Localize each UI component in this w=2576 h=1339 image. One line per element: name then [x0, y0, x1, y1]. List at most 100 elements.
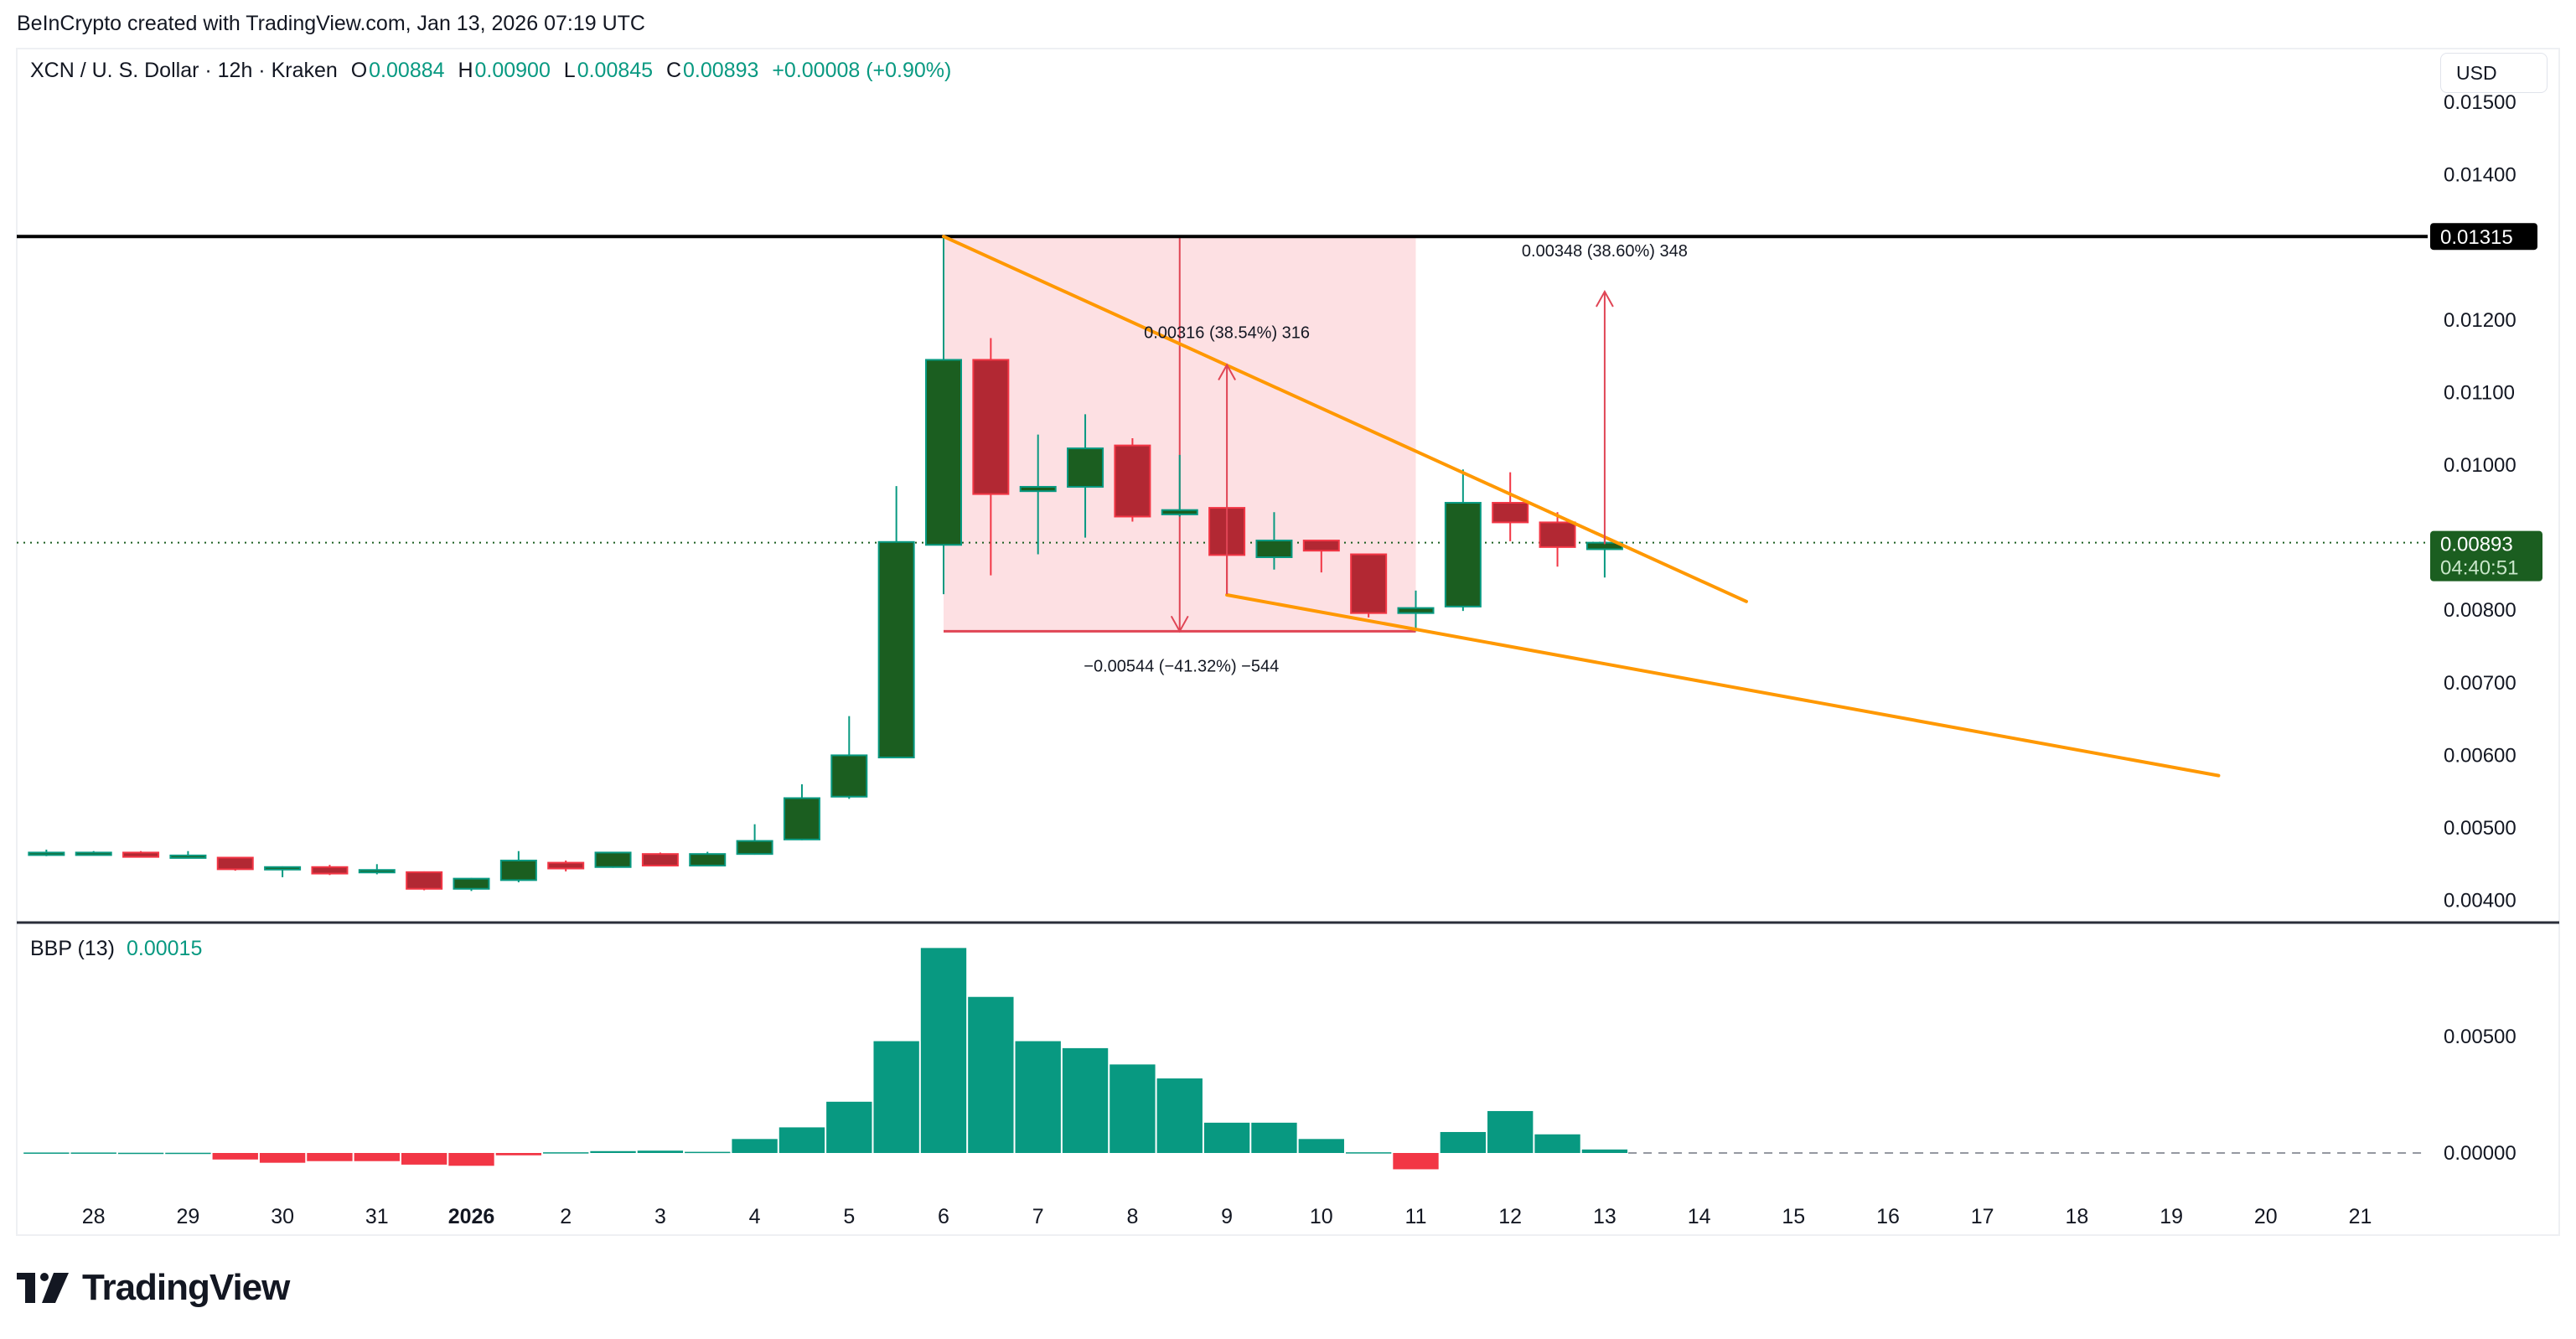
measure-label: 0.00316 (38.54%) 316 [1144, 323, 1310, 342]
candle[interactable] [122, 850, 160, 858]
candle[interactable] [594, 851, 632, 868]
candle[interactable] [1302, 540, 1340, 573]
candle-body [264, 866, 302, 871]
close-value: 0.00893 [683, 59, 759, 82]
price-tick-label: 0.00800 [2444, 599, 2517, 622]
candle-body [28, 851, 65, 856]
chart-frame [16, 48, 2560, 1236]
time-tick-label: 29 [176, 1205, 199, 1228]
trendline[interactable] [942, 235, 1748, 603]
resistance-price-text: 0.01315 [2440, 226, 2513, 249]
price-tick-label: 0.00400 [2444, 890, 2517, 912]
bbp-bar [637, 1150, 684, 1153]
candle[interactable] [406, 871, 443, 891]
candle[interactable] [641, 852, 679, 867]
bbp-bar [212, 1153, 258, 1160]
candle[interactable] [1019, 434, 1057, 555]
candle[interactable] [75, 850, 112, 856]
trendline-layer [942, 235, 2221, 778]
tradingview-logo-icon [17, 1273, 69, 1303]
candle[interactable] [216, 856, 254, 871]
candle[interactable] [311, 865, 349, 876]
candle[interactable] [1397, 590, 1435, 632]
candle[interactable] [925, 236, 962, 595]
candle[interactable] [736, 824, 773, 856]
candle[interactable] [1067, 414, 1104, 538]
time-tick-label: 2026 [448, 1205, 495, 1228]
time-axis: 28 29 30 31 2026 2 3 4 5 6 7 8 9 10 11 12 13 14 15 16 17 18 19… [82, 1205, 2372, 1228]
high-label: H [458, 59, 473, 82]
indicator-legend[interactable]: BBP (13) 0.00015 [30, 937, 202, 961]
candle-body [1539, 521, 1576, 548]
bar-countdown-text: 04:40:51 [2440, 557, 2518, 580]
bbp-bar [307, 1153, 353, 1161]
measure-label: 0.00348 (38.60%) 348 [1522, 242, 1688, 261]
tradingview-logo[interactable]: TradingView [17, 1267, 290, 1309]
candle[interactable] [689, 851, 727, 867]
candle[interactable] [1255, 512, 1293, 570]
candle-body [736, 840, 773, 856]
candle-body [783, 797, 820, 840]
candle[interactable] [972, 338, 1010, 576]
candle[interactable] [453, 877, 490, 892]
low-label: L [563, 59, 576, 82]
candle[interactable] [1161, 454, 1198, 517]
bbp-bar [732, 1139, 778, 1153]
currency-button[interactable]: USD [2440, 53, 2548, 93]
time-tick-label: 11 [1405, 1205, 1427, 1228]
bbp-bar [1393, 1153, 1439, 1170]
time-tick-label: 20 [2254, 1205, 2278, 1228]
time-tick-label: 9 [1221, 1205, 1233, 1228]
candle[interactable] [1492, 472, 1529, 541]
attribution-text: BeInCrypto created with TradingView.com,… [17, 12, 645, 35]
resistance-price-label [2430, 223, 2537, 251]
price-tick-label: 0.00600 [2444, 744, 2517, 767]
time-tick-label: 17 [1971, 1205, 1994, 1228]
candle[interactable] [1539, 512, 1576, 567]
candle-body [75, 851, 112, 856]
candle-body [972, 359, 1010, 495]
candle[interactable] [547, 860, 585, 871]
candle-body [453, 877, 490, 890]
time-tick-label: 13 [1593, 1205, 1616, 1228]
candle-body [877, 540, 915, 758]
candle[interactable] [1114, 437, 1151, 522]
candle[interactable] [169, 850, 207, 859]
trendline[interactable] [1225, 593, 2221, 778]
measure-layer [944, 235, 1416, 633]
time-tick-label: 16 [1876, 1205, 1900, 1228]
candle[interactable] [1444, 469, 1482, 612]
bbp-bar [873, 1041, 919, 1153]
candle[interactable] [264, 866, 302, 877]
candle[interactable] [358, 864, 396, 875]
price-tick-label: 0.01000 [2444, 454, 2517, 477]
time-tick-label: 18 [2065, 1205, 2088, 1228]
bbp-bar [495, 1153, 542, 1155]
bbp-bar [1298, 1139, 1344, 1153]
change-value: +0.00008 (+0.90%) [772, 59, 952, 82]
candle-body [1492, 502, 1529, 524]
time-tick-label: 7 [1032, 1205, 1044, 1228]
time-tick-label: 4 [749, 1205, 761, 1228]
time-tick-label: 31 [365, 1205, 389, 1228]
bbp-bar [1440, 1131, 1487, 1153]
candle[interactable] [1350, 553, 1388, 618]
time-tick-label: 19 [2160, 1205, 2183, 1228]
candle-body [1161, 509, 1198, 515]
candle[interactable] [877, 486, 915, 758]
candle-body [641, 853, 679, 867]
candle-body [499, 859, 537, 881]
candle[interactable] [783, 784, 820, 840]
candle[interactable] [28, 849, 65, 856]
symbol-title[interactable]: XCN / U. S. Dollar · 12h · Kraken [30, 59, 338, 82]
price-tick-label: 0.00500 [2444, 817, 2517, 840]
candle-body [1302, 540, 1340, 552]
candle[interactable] [830, 716, 868, 799]
high-value: 0.00900 [474, 59, 551, 82]
bbp-bar [1156, 1078, 1203, 1153]
candle[interactable] [499, 850, 537, 882]
arrow-head-icon [1218, 363, 1236, 380]
bbp-tick-label: 0.00000 [2444, 1142, 2517, 1165]
time-tick-label: 10 [1310, 1205, 1333, 1228]
